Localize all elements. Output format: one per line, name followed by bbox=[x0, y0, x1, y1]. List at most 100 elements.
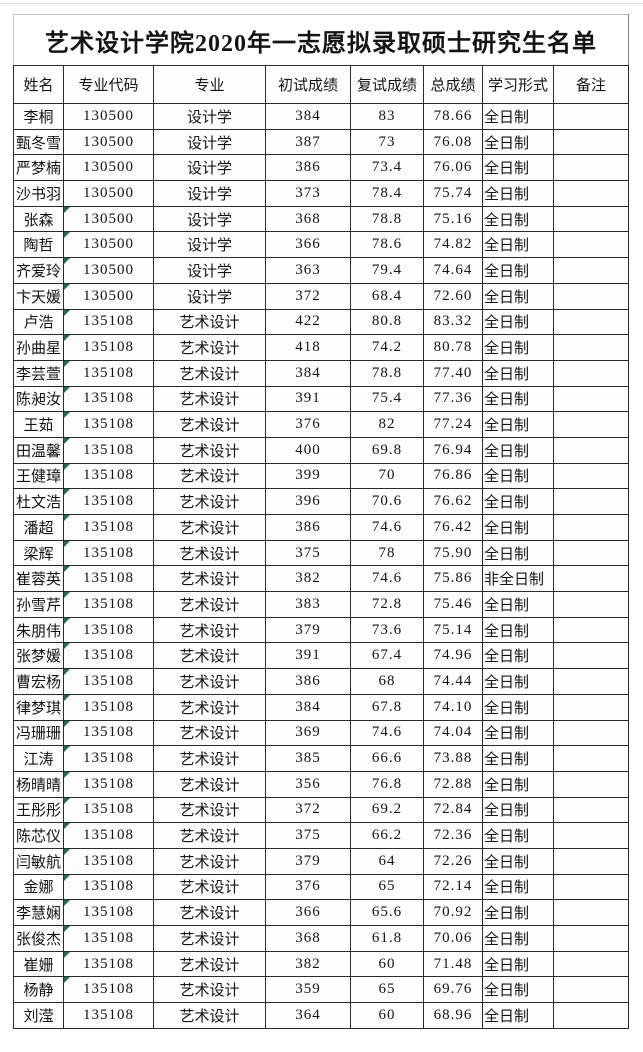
cell-remark bbox=[553, 950, 629, 978]
cell-name: 杜文浩 bbox=[13, 488, 64, 515]
table-row: 律梦琪 135108 艺术设计 384 67.8 74.10 全日制 bbox=[13, 693, 629, 721]
cell-retest-score: 67.4 bbox=[350, 642, 424, 670]
cell-study-form: 全日制 bbox=[482, 282, 554, 310]
cell-remark bbox=[553, 770, 629, 798]
major-code-value: 135108 bbox=[83, 672, 134, 689]
title-row: 艺术设计学院2020年一志愿拟录取硕士研究生名单 bbox=[13, 14, 629, 66]
cell-retest-score: 78.8 bbox=[350, 359, 424, 387]
cell-initial-score: 375 bbox=[265, 539, 351, 567]
cell-total-score: 76.06 bbox=[423, 154, 483, 182]
cell-initial-score: 391 bbox=[265, 642, 351, 670]
cell-study-form: 全日制 bbox=[482, 411, 554, 438]
cell-remark bbox=[553, 719, 629, 747]
cell-name: 江涛 bbox=[13, 745, 64, 772]
cell-remark bbox=[553, 745, 629, 772]
cell-remark bbox=[553, 796, 629, 824]
cell-study-form: 全日制 bbox=[482, 488, 554, 515]
cell-retest-score: 82 bbox=[350, 411, 424, 438]
cell-study-form: 全日制 bbox=[482, 796, 554, 824]
cell-name: 严梦楠 bbox=[13, 154, 64, 182]
cell-retest-score: 74.6 bbox=[350, 719, 424, 747]
cell-major: 艺术设计 bbox=[153, 873, 266, 901]
cell-major-code: 135108 bbox=[63, 925, 154, 952]
cell-retest-score: 65 bbox=[350, 976, 424, 1004]
cell-major: 设计学 bbox=[153, 257, 266, 284]
cell-name: 潘超 bbox=[13, 514, 64, 541]
cell-name: 李芸萱 bbox=[13, 359, 64, 387]
cell-major: 艺术设计 bbox=[153, 668, 266, 695]
cell-remark bbox=[553, 693, 629, 721]
cell-flag-triangle-icon bbox=[64, 952, 70, 958]
cell-remark bbox=[553, 488, 629, 515]
cell-major-code: 130500 bbox=[63, 180, 154, 207]
cell-retest-score: 68.4 bbox=[350, 282, 424, 310]
cell-flag-triangle-icon bbox=[64, 618, 70, 624]
cell-total-score: 74.44 bbox=[423, 668, 483, 695]
column-header-study-form: 学习形式 bbox=[482, 65, 554, 104]
cell-remark bbox=[553, 103, 629, 130]
major-code-value: 135108 bbox=[83, 313, 134, 330]
major-code-value: 135108 bbox=[83, 1006, 134, 1023]
cell-retest-score: 83 bbox=[350, 103, 424, 130]
cell-remark bbox=[553, 385, 629, 413]
cell-major: 艺术设计 bbox=[153, 462, 266, 490]
major-code-value: 135108 bbox=[83, 518, 134, 535]
table-row: 甄冬雪 130500 设计学 387 73 76.08 全日制 bbox=[13, 128, 629, 156]
major-code-value: 130500 bbox=[83, 287, 134, 304]
cell-major: 艺术设计 bbox=[153, 565, 266, 593]
cell-major: 设计学 bbox=[153, 282, 266, 310]
cell-remark bbox=[553, 668, 629, 695]
major-code-value: 135108 bbox=[83, 929, 134, 946]
cell-remark bbox=[553, 976, 629, 1004]
cell-flag-triangle-icon bbox=[64, 284, 70, 290]
cell-total-score: 75.14 bbox=[423, 616, 483, 644]
cell-major-code: 130500 bbox=[63, 231, 154, 259]
major-code-value: 135108 bbox=[83, 390, 134, 407]
cell-study-form: 全日制 bbox=[482, 257, 554, 284]
cell-retest-score: 80.8 bbox=[350, 308, 424, 336]
major-code-value: 135108 bbox=[83, 570, 134, 587]
table-row: 刘滢 135108 艺术设计 364 60 68.96 全日制 bbox=[13, 1002, 629, 1029]
cell-retest-score: 78 bbox=[350, 539, 424, 567]
cell-flag-triangle-icon bbox=[64, 515, 70, 521]
cell-remark bbox=[553, 539, 629, 567]
cell-remark bbox=[553, 591, 629, 618]
cell-initial-score: 384 bbox=[265, 359, 351, 387]
cell-retest-score: 68 bbox=[350, 668, 424, 695]
cell-total-score: 74.96 bbox=[423, 642, 483, 670]
cell-initial-score: 366 bbox=[265, 899, 351, 926]
cell-major: 设计学 bbox=[153, 205, 266, 233]
cell-major-code: 135108 bbox=[63, 719, 154, 747]
cell-retest-score: 69.8 bbox=[350, 436, 424, 464]
cell-total-score: 74.82 bbox=[423, 231, 483, 259]
cell-name: 卞天媛 bbox=[13, 282, 64, 310]
cell-study-form: 全日制 bbox=[482, 308, 554, 336]
cell-total-score: 77.36 bbox=[423, 385, 483, 413]
cell-initial-score: 386 bbox=[265, 668, 351, 695]
cell-name: 张梦媛 bbox=[13, 642, 64, 670]
header-row: 姓名 专业代码 专业 初试成绩 复试成绩 总成绩 学习形式 备注 bbox=[13, 65, 629, 104]
cell-remark bbox=[553, 334, 629, 361]
column-header-retest-score: 复试成绩 bbox=[350, 65, 424, 104]
cell-retest-score: 74.2 bbox=[350, 334, 424, 361]
table-row: 张森 130500 设计学 368 78.8 75.16 全日制 bbox=[13, 205, 629, 233]
cell-retest-score: 74.6 bbox=[350, 514, 424, 541]
cell-name: 刘滢 bbox=[13, 1002, 64, 1029]
cell-retest-score: 66.2 bbox=[350, 822, 424, 849]
cell-study-form: 全日制 bbox=[482, 873, 554, 901]
cell-major: 艺术设计 bbox=[153, 411, 266, 438]
cell-study-form: 全日制 bbox=[482, 385, 554, 413]
cell-major: 艺术设计 bbox=[153, 591, 266, 618]
major-code-value: 130500 bbox=[83, 159, 134, 176]
cell-study-form: 全日制 bbox=[482, 103, 554, 130]
cell-total-score: 75.74 bbox=[423, 180, 483, 207]
cell-study-form: 全日制 bbox=[482, 180, 554, 207]
cell-total-score: 78.66 bbox=[423, 103, 483, 130]
cell-study-form: 全日制 bbox=[482, 154, 554, 182]
cell-name: 沙书羽 bbox=[13, 180, 64, 207]
cell-total-score: 74.10 bbox=[423, 693, 483, 721]
cell-major-code: 130500 bbox=[63, 103, 154, 130]
cell-major: 设计学 bbox=[153, 180, 266, 207]
top-divider bbox=[0, 3, 643, 4]
cell-major-code: 135108 bbox=[63, 745, 154, 772]
